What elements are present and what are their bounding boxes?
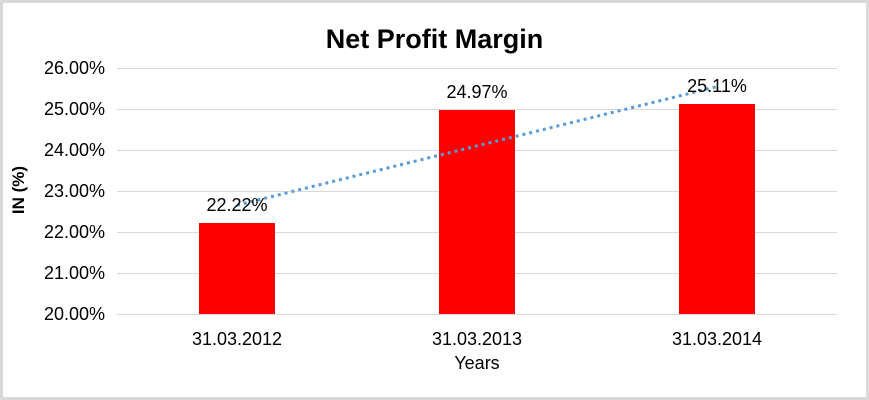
y-axis-title: IN (%) — [9, 165, 28, 215]
y-axis-tick-label: 26.00% — [43, 58, 105, 78]
y-axis-tick-label: 23.00% — [43, 181, 105, 201]
bar-value-label: 22.22% — [206, 195, 268, 215]
bar-value-label: 25.11% — [687, 76, 747, 96]
x-axis-tick-label: 31.03.2014 — [671, 329, 763, 349]
bar — [439, 110, 515, 314]
y-axis-tick-label: 21.00% — [43, 263, 105, 283]
x-axis-title: Years — [454, 353, 500, 373]
y-axis-tick-label: 25.00% — [43, 99, 105, 119]
y-axis-tick-label: 22.00% — [43, 222, 105, 242]
y-axis-tick-label: 20.00% — [43, 304, 105, 324]
gridline — [117, 68, 837, 69]
bar — [679, 104, 755, 314]
y-axis-tick-label: 24.00% — [43, 140, 105, 160]
chart-title: Net Profit Margin — [325, 24, 544, 54]
x-axis-tick-label: 31.03.2012 — [191, 329, 283, 349]
x-axis-tick-label: 31.03.2013 — [431, 329, 523, 349]
bar — [199, 223, 275, 314]
bar-value-label: 24.97% — [446, 82, 508, 102]
gridline — [117, 314, 837, 315]
